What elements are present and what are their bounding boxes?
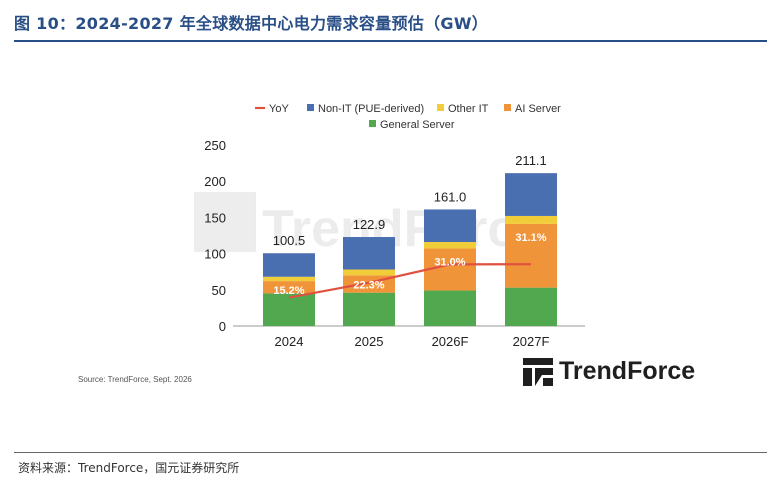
- yoy-label: 31.0%: [434, 257, 465, 269]
- bar-total-label: 100.5: [273, 233, 306, 248]
- y-tick-label: 150: [204, 210, 226, 225]
- yoy-label: 31.1%: [515, 232, 546, 244]
- bar-segment-general-server: [343, 292, 395, 326]
- bar-segment-ai-server: [424, 248, 476, 291]
- bar-segment-other-it: [343, 269, 395, 276]
- legend-label: AI Server: [515, 103, 561, 115]
- bar-segment-non-it-pue-derived: [343, 237, 395, 270]
- title-rule: [14, 40, 767, 42]
- footer-rule: [14, 452, 767, 453]
- background-watermark: TrendForce: [194, 192, 545, 258]
- bar-total-label: 122.9: [353, 217, 386, 232]
- footer-source: 资料来源：TrendForce，国元证券研究所: [18, 461, 240, 475]
- x-tick-label: 2024: [275, 334, 304, 349]
- figure-title: 图 10：2024-2027 年全球数据中心电力需求容量预估（GW）: [14, 14, 489, 33]
- trendforce-logo: TrendForce: [523, 357, 695, 386]
- bar-segment-non-it-pue-derived: [424, 209, 476, 243]
- bar-segment-other-it: [263, 276, 315, 282]
- x-tick-label: 2027F: [513, 334, 550, 349]
- legend-label: YoY: [269, 103, 289, 115]
- bar-segment-general-server: [263, 293, 315, 326]
- y-tick-label: 0: [219, 319, 226, 334]
- bar-segment-ai-server: [505, 223, 557, 288]
- bar-segment-general-server: [505, 287, 557, 326]
- bar-total-label: 161.0: [434, 189, 467, 204]
- y-tick-label: 100: [204, 247, 226, 262]
- legend-swatch: [504, 104, 511, 111]
- x-tick-label: 2025: [355, 334, 384, 349]
- watermark-text: TrendForce: [262, 200, 545, 258]
- chart-source-note: Source: TrendForce, Sept. 2026: [78, 375, 192, 384]
- y-tick-label: 200: [204, 174, 226, 189]
- watermark-logo-mark: [194, 192, 256, 252]
- legend-label: Other IT: [448, 103, 489, 115]
- bar-segment-non-it-pue-derived: [505, 173, 557, 216]
- trendforce-logo-icon: [523, 357, 553, 386]
- y-tick-label: 250: [204, 138, 226, 153]
- legend-label: Non-IT (PUE-derived): [318, 103, 424, 115]
- bar-segment-other-it: [505, 215, 557, 224]
- bar-segment-non-it-pue-derived: [263, 253, 315, 277]
- yoy-label: 22.3%: [353, 279, 384, 291]
- yoy-line: [288, 263, 532, 299]
- bar-total-label: 211.1: [515, 153, 547, 168]
- x-tick-label: 2026F: [432, 334, 469, 349]
- legend-swatch: [437, 104, 444, 111]
- bar-segment-other-it: [424, 242, 476, 249]
- legend-label: General Server: [380, 119, 455, 131]
- legend-swatch: [369, 120, 376, 127]
- legend-swatch: [307, 104, 314, 111]
- y-tick-label: 50: [212, 283, 226, 298]
- trendforce-logo-text: TrendForce: [559, 357, 696, 385]
- bar-segment-ai-server: [263, 281, 315, 294]
- yoy-label: 15.2%: [273, 285, 304, 297]
- bar-segment-general-server: [424, 290, 476, 326]
